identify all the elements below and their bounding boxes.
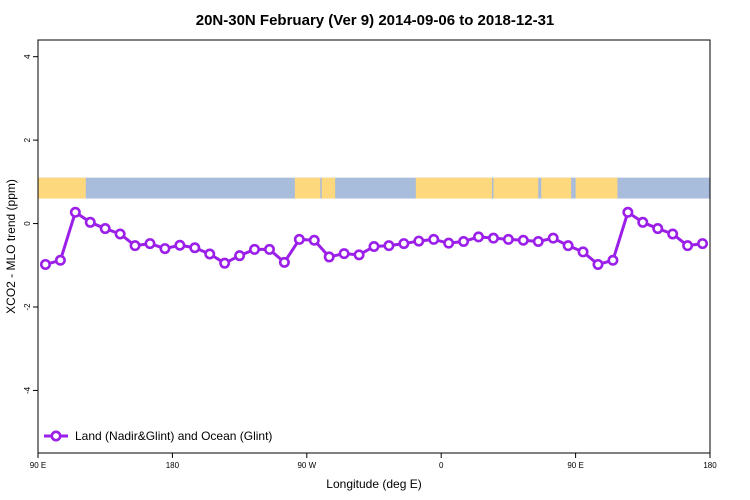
map-land-caribbean — [321, 177, 336, 199]
data-point — [99, 223, 111, 235]
x-axis: 90 E 180 90 W 0 90 E 180 — [30, 453, 717, 470]
map-land-arabia — [493, 177, 539, 199]
data-point — [54, 254, 66, 266]
data-point — [502, 233, 514, 245]
data-point — [353, 249, 365, 261]
world-map-band — [38, 177, 710, 199]
data-point — [383, 240, 395, 252]
map-land-india — [541, 177, 572, 199]
data-point — [532, 235, 544, 247]
data-point — [234, 250, 246, 262]
data-point — [114, 228, 126, 240]
data-point — [547, 232, 559, 244]
x-axis-label: Longitude (deg E) — [326, 477, 421, 491]
plot-frame — [37, 39, 711, 454]
map-land-asia-east — [575, 177, 618, 199]
data-point — [144, 238, 156, 250]
y-tick-label: -2 — [23, 303, 32, 311]
data-point — [219, 257, 231, 269]
y-tick-label: 2 — [23, 137, 32, 142]
legend-marker-swatch — [50, 430, 62, 442]
x-tick-label: 180 — [166, 461, 180, 470]
x-tick-label: 0 — [439, 461, 444, 470]
x-tick-label: 90 W — [297, 461, 316, 470]
data-point — [443, 237, 455, 249]
y-axis-label: XCO2 - MLO trend (ppm) — [4, 179, 18, 314]
chart-title: 20N-30N February (Ver 9) 2014-09-06 to 2… — [196, 12, 555, 29]
data-point — [159, 243, 171, 255]
data-point — [682, 240, 694, 252]
map-land-africa — [415, 177, 492, 199]
data-point — [189, 242, 201, 254]
data-point — [667, 228, 679, 240]
data-point — [592, 258, 604, 270]
legend: Land (Nadir&Glint) and Ocean (Glint) — [44, 429, 272, 443]
data-point — [562, 240, 574, 252]
data-point — [84, 216, 96, 228]
map-land-asia — [38, 177, 86, 199]
data-point — [368, 241, 380, 253]
data-point — [129, 240, 141, 252]
data-point — [338, 248, 350, 260]
data-point — [278, 256, 290, 268]
data-point — [204, 248, 216, 260]
data-point — [458, 235, 470, 247]
y-tick-label: -4 — [23, 386, 32, 394]
data-point — [487, 232, 499, 244]
data-point — [473, 231, 485, 243]
data-point — [398, 238, 410, 250]
data-point — [39, 258, 51, 270]
y-axis: 4 2 0 -2 -4 — [23, 54, 38, 394]
y-tick-label: 4 — [23, 54, 32, 59]
data-point — [577, 246, 589, 258]
data-point — [69, 206, 81, 218]
data-point — [413, 235, 425, 247]
x-tick-label: 180 — [703, 461, 717, 470]
data-point — [428, 233, 440, 245]
data-point — [263, 243, 275, 255]
data-point — [622, 206, 634, 218]
series-line — [45, 210, 703, 266]
data-point — [249, 243, 261, 255]
x-tick-label: 90 E — [30, 461, 46, 470]
data-point — [697, 238, 709, 250]
data-point — [637, 216, 649, 228]
data-point — [174, 239, 186, 251]
data-point — [652, 223, 664, 235]
data-point — [607, 254, 619, 266]
y-tick-label: 0 — [23, 221, 32, 226]
series-layer — [39, 206, 709, 270]
data-point — [293, 233, 305, 245]
map-land-mexico — [294, 177, 321, 199]
data-point — [308, 234, 320, 246]
legend-series-label: Land (Nadir&Glint) and Ocean (Glint) — [75, 429, 272, 443]
data-point — [323, 251, 335, 263]
x-tick-label: 90 E — [567, 461, 583, 470]
data-point — [517, 234, 529, 246]
